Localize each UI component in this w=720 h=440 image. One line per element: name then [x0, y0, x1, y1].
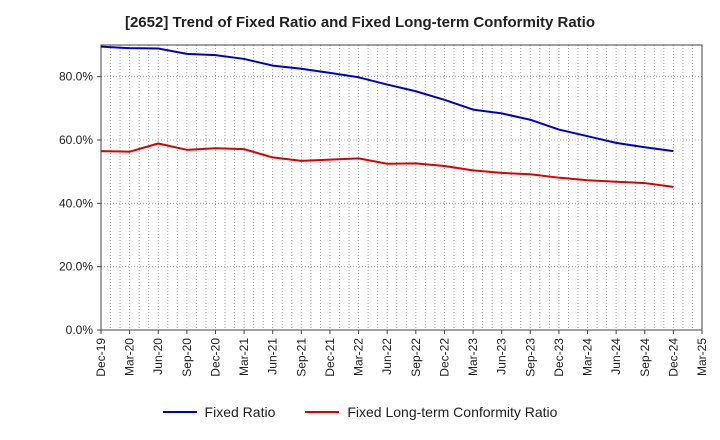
x-tick-label: Dec-19 [94, 338, 108, 377]
y-tick-label: 60.0% [59, 133, 93, 147]
legend: Fixed Ratio Fixed Long-term Conformity R… [0, 404, 720, 420]
series-line-fixed-long-term-conformity-ratio [100, 142, 674, 188]
x-tick-label: Mar-23 [466, 338, 480, 376]
chart-title: [2652] Trend of Fixed Ratio and Fixed Lo… [124, 14, 596, 31]
x-tick-label: Mar-20 [123, 338, 137, 376]
axes: 0.0% 20.0% 40.0% 60.0% 80.0% Dec-19 Mar-20 Jun-… [59, 44, 709, 377]
x-tick-label: Dec-21 [323, 338, 337, 377]
x-tick-label: Mar-25 [695, 338, 709, 376]
legend-item-fixed-ratio: Fixed Ratio [162, 404, 276, 420]
x-tick-label: Jun-24 [609, 338, 623, 375]
plot-frame [100, 44, 703, 331]
legend-swatch-fixed-long-term [305, 411, 340, 413]
x-tick-label: Sep-20 [180, 338, 194, 377]
x-tick-label: Dec-23 [552, 338, 566, 377]
x-tick-label: Jun-22 [380, 338, 394, 375]
x-tick-label: Sep-22 [409, 338, 423, 377]
x-tick-label: Sep-23 [523, 338, 537, 377]
x-tick-label: Sep-24 [638, 338, 652, 377]
y-tick-label: 40.0% [59, 196, 93, 210]
x-tick-label: Sep-21 [294, 338, 308, 377]
x-tick-label: Dec-22 [437, 338, 451, 377]
series-line-fixed-ratio [100, 45, 674, 153]
legend-label-fixed-long-term: Fixed Long-term Conformity Ratio [347, 404, 558, 420]
x-tick-label: Jun-21 [266, 338, 280, 375]
x-tick-label: Mar-24 [581, 338, 595, 376]
legend-swatch-fixed-ratio [162, 411, 197, 413]
legend-item-fixed-long-term: Fixed Long-term Conformity Ratio [305, 404, 557, 420]
legend-label-fixed-ratio: Fixed Ratio [204, 404, 276, 420]
x-tick-label: Dec-20 [208, 338, 222, 377]
series [100, 45, 674, 188]
y-tick-label: 0.0% [66, 323, 94, 337]
x-tick-label: Mar-21 [237, 338, 251, 376]
y-tick-label: 20.0% [59, 260, 93, 274]
x-tick-label: Jun-20 [151, 338, 165, 375]
x-tick-label: Dec-24 [666, 338, 680, 377]
x-tick-label: Jun-23 [495, 338, 509, 375]
y-tick-label: 80.0% [59, 70, 93, 84]
x-tick-label: Mar-22 [352, 338, 366, 376]
